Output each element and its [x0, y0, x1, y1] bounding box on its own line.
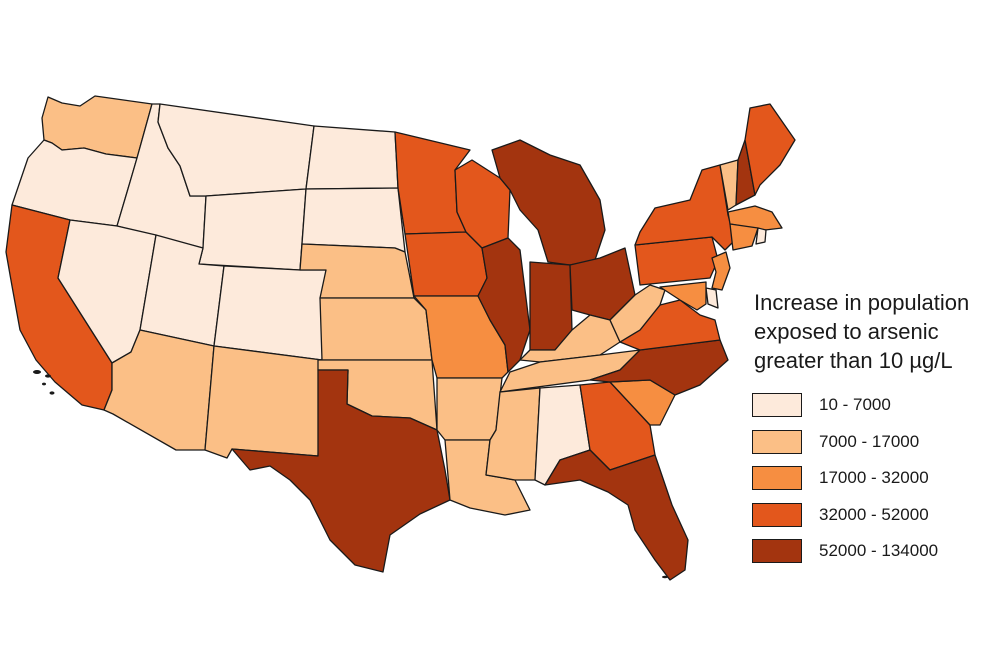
state-tx	[231, 369, 451, 573]
state-me	[744, 103, 796, 196]
map-legend: Increase in population exposed to arseni…	[752, 288, 992, 570]
legend-label: 7000 - 17000	[819, 431, 920, 451]
legend-label: 17000 - 32000	[819, 468, 929, 488]
channel-islands	[33, 370, 668, 579]
legend-item: 10 - 7000	[752, 387, 992, 424]
legend-label: 32000 - 52000	[819, 504, 929, 524]
state-wv	[609, 284, 666, 343]
state-mi	[491, 139, 606, 266]
legend-item: 32000 - 52000	[752, 497, 992, 534]
state-sd	[301, 187, 406, 253]
legend-swatch	[752, 466, 802, 491]
legend-item: 7000 - 17000	[752, 424, 992, 461]
state-ct	[729, 223, 759, 251]
state-de	[705, 287, 719, 309]
state-wy	[198, 188, 307, 271]
legend-title-line: Increase in population	[754, 290, 970, 315]
legend-swatch	[752, 502, 802, 527]
legend-label: 52000 - 134000	[819, 541, 939, 561]
state-ar	[436, 377, 503, 441]
state-nc	[589, 339, 729, 396]
state-co	[213, 265, 327, 361]
legend-title: Increase in population exposed to arseni…	[754, 288, 992, 375]
state-nd	[305, 125, 399, 190]
state-ks	[319, 297, 433, 361]
legend-title-line: exposed to arsenic	[754, 319, 939, 344]
state-ny	[634, 164, 736, 251]
legend-title-line: greater than 10 µg/L	[754, 348, 953, 373]
legend-item: 52000 - 134000	[752, 533, 992, 570]
legend-item: 17000 - 32000	[752, 460, 992, 497]
legend-swatch	[752, 539, 802, 564]
state-md	[659, 281, 707, 311]
legend-label: 10 - 7000	[819, 395, 891, 415]
state-ri	[755, 227, 767, 245]
state-nj	[711, 251, 731, 291]
state-fl	[544, 449, 689, 581]
state-il	[477, 237, 531, 373]
state-nm	[204, 345, 323, 459]
legend-swatch	[752, 393, 802, 418]
legend-swatch	[752, 429, 802, 454]
